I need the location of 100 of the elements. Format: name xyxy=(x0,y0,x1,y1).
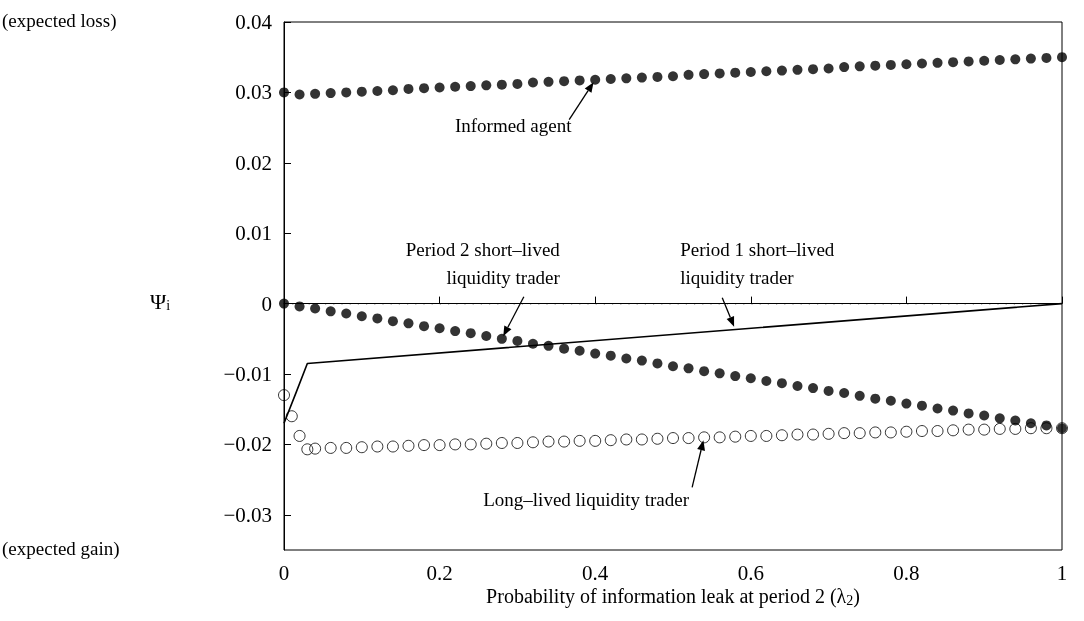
point xyxy=(559,76,570,87)
x-tick-label: 0.8 xyxy=(893,560,920,585)
point xyxy=(884,426,897,439)
point xyxy=(730,67,741,78)
point xyxy=(356,86,367,97)
point xyxy=(589,434,602,447)
y-tick-label: −0.01 xyxy=(223,362,272,386)
point xyxy=(386,440,399,453)
point xyxy=(994,413,1005,424)
point xyxy=(481,330,492,341)
point xyxy=(636,72,647,83)
point xyxy=(699,69,710,80)
point xyxy=(1009,422,1022,435)
point xyxy=(371,440,384,453)
point xyxy=(807,428,820,441)
point xyxy=(932,403,943,414)
point xyxy=(823,63,834,74)
point xyxy=(714,68,725,79)
text: (expected gain) xyxy=(2,538,120,560)
point xyxy=(808,383,819,394)
point xyxy=(885,59,896,70)
point xyxy=(962,423,975,436)
x-tick-label: 0.6 xyxy=(737,560,764,585)
point xyxy=(745,66,756,77)
point xyxy=(870,60,881,71)
point xyxy=(419,321,430,332)
point xyxy=(527,77,538,88)
point xyxy=(527,338,538,349)
point xyxy=(948,405,959,416)
point xyxy=(293,429,306,442)
point xyxy=(683,363,694,374)
point xyxy=(450,326,461,337)
point xyxy=(434,323,445,334)
point xyxy=(496,79,507,90)
y-tick-label: −0.02 xyxy=(223,432,272,457)
point xyxy=(543,340,554,351)
point xyxy=(839,62,850,73)
point xyxy=(279,298,289,309)
point xyxy=(279,87,289,98)
point xyxy=(635,433,648,446)
point xyxy=(419,83,430,94)
point xyxy=(495,436,508,449)
point xyxy=(464,438,477,451)
point xyxy=(683,69,694,80)
annotation: Period 1 short–lived liquidity trader xyxy=(680,239,835,289)
text: (expected loss) xyxy=(2,10,117,32)
point xyxy=(745,373,756,384)
point xyxy=(761,66,772,77)
point xyxy=(901,59,912,70)
point xyxy=(558,435,571,448)
point xyxy=(605,350,616,361)
point xyxy=(901,398,912,409)
point xyxy=(573,434,586,447)
point xyxy=(792,380,803,391)
point xyxy=(730,371,741,382)
point xyxy=(668,71,678,82)
point xyxy=(979,410,990,421)
point xyxy=(1025,53,1036,64)
point xyxy=(838,427,851,440)
point xyxy=(761,376,772,387)
point xyxy=(994,55,1005,66)
point xyxy=(590,74,601,85)
point xyxy=(402,439,415,452)
point xyxy=(947,424,960,437)
point xyxy=(1024,422,1037,435)
point xyxy=(543,76,554,87)
point xyxy=(1057,52,1067,63)
y-tick-label: 0.03 xyxy=(235,80,272,105)
point xyxy=(341,87,352,98)
point xyxy=(760,429,773,442)
x-tick-label: 0 xyxy=(278,560,290,585)
point xyxy=(481,80,492,91)
point xyxy=(682,432,695,445)
annotation: Informed agent xyxy=(454,115,573,137)
point xyxy=(511,436,524,449)
point xyxy=(652,71,663,82)
point xyxy=(931,425,944,438)
point xyxy=(294,89,305,100)
point xyxy=(542,435,555,448)
point xyxy=(590,348,601,359)
point xyxy=(792,64,803,75)
point xyxy=(465,328,476,339)
x-tick-label: 0.4 xyxy=(582,560,609,585)
point xyxy=(699,366,710,377)
point xyxy=(808,64,819,75)
y-tick-label: 0 xyxy=(261,291,272,316)
point xyxy=(356,311,367,322)
point xyxy=(526,436,539,449)
point xyxy=(854,61,865,72)
x-tick-label: 0.2 xyxy=(426,560,453,585)
point xyxy=(325,88,336,99)
point xyxy=(854,390,865,401)
point xyxy=(776,378,787,389)
point xyxy=(309,442,322,455)
point xyxy=(775,429,788,442)
point xyxy=(372,313,383,324)
point xyxy=(900,425,913,438)
point xyxy=(651,432,664,445)
x-tick-label: 1 xyxy=(1056,560,1068,585)
point xyxy=(791,428,804,441)
